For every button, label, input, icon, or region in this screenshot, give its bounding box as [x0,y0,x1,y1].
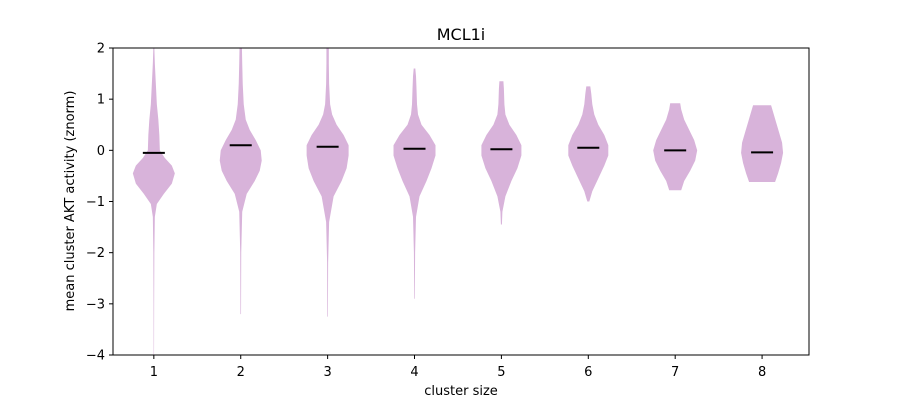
x-tick-label: 2 [237,365,245,380]
violin-1 [132,48,175,355]
y-tick-label: 0 [97,144,105,159]
violin-2 [219,48,262,315]
x-tick-label: 3 [323,365,331,380]
mean-markers [142,144,774,154]
x-tick-label: 5 [497,365,505,380]
violin-5 [481,81,522,225]
y-tick-label: −2 [86,246,105,261]
y-tick-label: 1 [97,93,105,108]
y-axis-label: mean cluster AKT activity (znorm) [63,91,78,312]
violin-8 [741,105,784,183]
x-axis-label: cluster size [424,384,498,399]
x-tick-label: 1 [150,365,158,380]
violin-7 [653,103,698,191]
plot-frame [112,47,810,356]
x-tick-label: 4 [410,365,418,380]
x-tick-label: 8 [758,365,766,380]
x-tick-label: 6 [584,365,592,380]
x-axis-ticks: 1 2 3 4 5 6 7 8 [150,355,766,380]
violin-layer [132,48,784,355]
violin-6 [568,86,609,202]
y-tick-label: −1 [86,195,105,210]
y-tick-label: −3 [86,297,105,312]
violin-3 [306,48,349,317]
x-tick-label: 7 [671,365,679,380]
y-tick-label: −4 [86,349,105,364]
y-axis-ticks: −4 −3 −2 −1 0 1 2 [86,42,113,364]
chart-title: MCL1i [437,25,486,44]
violin-4 [393,68,436,299]
y-tick-label: 2 [97,42,105,57]
